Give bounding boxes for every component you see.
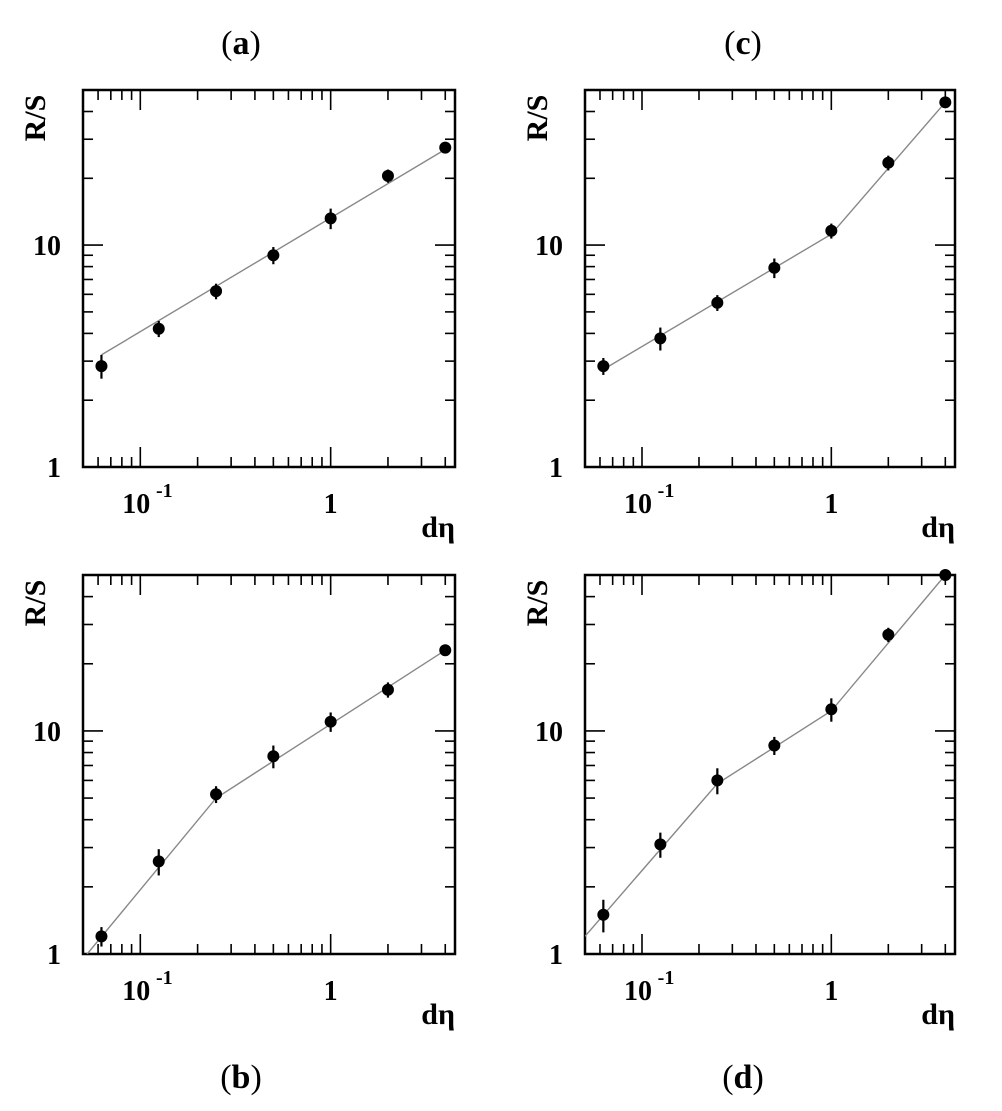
x-tick-label-0p1: 10: [122, 489, 150, 520]
panel-tag-close: ): [751, 25, 762, 62]
y-axis-label: R/S: [521, 580, 554, 627]
data-point: [711, 774, 724, 787]
panel-tag-close: ): [250, 1059, 261, 1096]
x-tick-label-1: 1: [824, 976, 838, 1007]
panel-tag: (d): [722, 1059, 764, 1096]
data-point: [324, 715, 337, 728]
data-point: [939, 96, 952, 109]
data-point: [825, 224, 838, 237]
x-axis-label: dη: [421, 511, 455, 544]
y-tick-label-10: 10: [33, 717, 61, 748]
data-point: [152, 322, 165, 335]
fit-line: [585, 575, 946, 937]
chart-panel-3: 1 10 10 -1 1 dη R/S (b): [19, 573, 457, 1096]
data-point: [210, 285, 223, 298]
plot-frame: [81, 573, 457, 956]
data-point: [95, 930, 108, 943]
plot-frame: [81, 88, 457, 469]
data-point: [381, 683, 394, 696]
y-tick-label-10: 10: [33, 231, 61, 262]
data-point: [768, 739, 781, 752]
x-tick-label-0p1: 10: [122, 976, 150, 1007]
x-axis-label: dη: [921, 511, 955, 544]
panel-tag-open: (: [220, 1059, 231, 1096]
panel-tag: (b): [220, 1059, 262, 1096]
x-axis-label: dη: [921, 998, 955, 1031]
data-point: [882, 628, 895, 641]
plot-frame: [583, 573, 957, 956]
data-point: [439, 644, 452, 657]
panel-tag-open: (: [722, 1059, 733, 1096]
data-point: [95, 360, 108, 373]
data-point: [939, 569, 952, 581]
panel-tag: (a): [221, 25, 261, 62]
y-tick-label-10: 10: [535, 231, 563, 262]
y-tick-label-1: 1: [47, 453, 61, 484]
panel-tag: (c): [724, 25, 762, 62]
data-point: [597, 908, 610, 921]
y-axis-label: R/S: [521, 95, 554, 142]
y-tick-label-1: 1: [549, 453, 563, 484]
x-tick-label-exponent: -1: [658, 967, 675, 989]
x-tick-label-0p1: 10: [624, 489, 652, 520]
chart-panel-1: 1 10 10 -1 1 dη R/S (a): [19, 25, 457, 544]
data-point: [654, 332, 667, 345]
data-point: [439, 141, 452, 154]
x-tick-label-exponent: -1: [156, 480, 173, 502]
data-point: [152, 855, 165, 868]
y-tick-label-1: 1: [549, 940, 563, 971]
data-point: [768, 261, 781, 274]
y-tick-label-10: 10: [535, 717, 563, 748]
x-tick-label-1: 1: [824, 489, 838, 520]
data-point: [324, 212, 337, 225]
panel-tag-close: ): [752, 1059, 763, 1096]
data-point: [267, 249, 280, 262]
data-point: [267, 750, 280, 763]
data-point: [381, 169, 394, 182]
data-point: [597, 360, 610, 373]
data-point: [654, 838, 667, 851]
y-tick-label-1: 1: [47, 940, 61, 971]
y-axis-label: R/S: [19, 580, 52, 627]
plot-frame: [583, 88, 957, 469]
panel-tag-letter: d: [734, 1059, 753, 1096]
x-tick-label-1: 1: [324, 976, 338, 1007]
y-axis-label: R/S: [19, 95, 52, 142]
panel-tag-close: ): [250, 25, 261, 62]
data-point: [825, 703, 838, 716]
data-point: [711, 296, 724, 309]
x-tick-label-0p1: 10: [624, 976, 652, 1007]
x-axis-label: dη: [421, 998, 455, 1031]
panel-tag-letter: c: [735, 25, 750, 62]
panel-tag-open: (: [724, 25, 735, 62]
panel-tag-open: (: [221, 25, 232, 62]
fit-line: [86, 649, 446, 954]
fit-line: [602, 101, 946, 371]
data-point: [882, 156, 895, 169]
chart-panel-2: 1 10 10 -1 1 dη R/S (c): [521, 25, 957, 544]
chart-panel-4: 1 10 10 -1 1 dη R/S (d): [521, 569, 957, 1096]
x-tick-label-1: 1: [324, 489, 338, 520]
panel-tag-letter: a: [233, 25, 250, 62]
panel-tag-letter: b: [232, 1059, 251, 1096]
data-point: [210, 788, 223, 801]
x-tick-label-exponent: -1: [658, 480, 675, 502]
x-tick-label-exponent: -1: [156, 967, 173, 989]
